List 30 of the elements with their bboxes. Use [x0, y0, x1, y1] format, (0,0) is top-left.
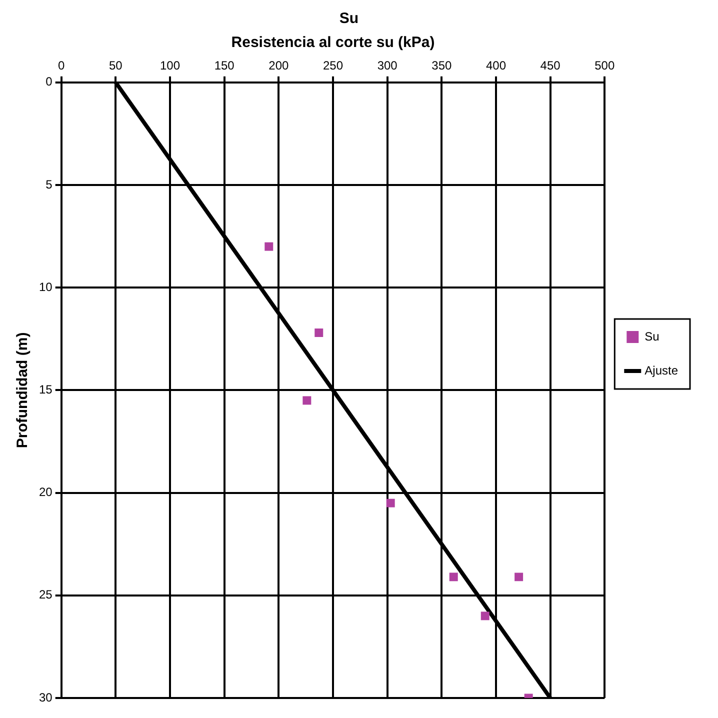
y-tick-label: 30 [38, 690, 53, 704]
y-tick-label: 5 [46, 177, 53, 192]
point [264, 242, 274, 251]
x-tick-label: 300 [377, 58, 398, 73]
x-tick-label: 350 [432, 58, 452, 73]
y-tick-label: 15 [38, 382, 53, 397]
point [386, 498, 395, 508]
point [449, 572, 458, 582]
legend-label: Ajuste [644, 363, 678, 378]
y-tick-label: 20 [38, 485, 53, 500]
y-tick-label: 10 [38, 280, 53, 294]
x-tick-label: 400 [486, 58, 506, 73]
x-tick-label: 450 [540, 58, 561, 73]
x-tick-label: 0 [58, 58, 66, 73]
x-tick-label: 250 [322, 58, 344, 73]
point [314, 328, 324, 337]
x-tick-label: 200 [268, 58, 289, 73]
x-axis-title: Resistencia al corte su (kPa) [231, 34, 435, 52]
x-tick-label: 100 [160, 58, 180, 73]
point [302, 396, 312, 405]
x-tick-label: 500 [594, 58, 615, 73]
y-tick-label: 25 [38, 588, 53, 602]
point [514, 572, 524, 582]
x-tick-label: 50 [109, 58, 123, 73]
chart-title: Su [339, 10, 359, 28]
y-axis-title: Profundidad (m) [14, 332, 32, 448]
y-tick-label: 0 [46, 74, 53, 89]
point [480, 612, 490, 620]
legend-label: Su [644, 329, 660, 344]
x-tick-label: 150 [214, 58, 235, 73]
